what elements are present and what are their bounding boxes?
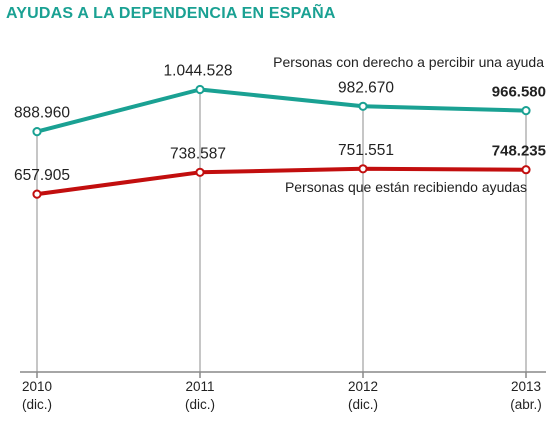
series-line-1 [35, 87, 528, 134]
series-label-2: Personas que están recibiendo ayudas [285, 179, 527, 195]
x-tick-sublabel: (dic.) [22, 397, 52, 412]
data-label: 1.044.528 [164, 63, 233, 80]
vertical-guides [36, 89, 527, 372]
x-tick-sublabel: (dic.) [348, 397, 378, 412]
data-label: 657.905 [14, 167, 70, 184]
data-point [195, 167, 205, 177]
chart-title: AYUDAS A LA DEPENDENCIA EN ESPAÑA [6, 5, 336, 22]
series-labels: Personas con derecho a percibir una ayud… [273, 54, 544, 195]
x-tick-sublabel: (dic.) [185, 397, 215, 412]
data-point [32, 127, 42, 137]
data-label: 966.580 [492, 84, 546, 101]
data-point [358, 164, 368, 174]
x-tick-sublabel: (abr.) [510, 397, 542, 412]
data-label: 982.670 [338, 79, 394, 96]
data-label: 738.587 [170, 145, 226, 162]
data-label: 748.235 [492, 143, 546, 160]
series-label-1: Personas con derecho a percibir una ayud… [273, 54, 544, 70]
data-point [195, 84, 205, 95]
x-tick-label: 2012 [348, 379, 378, 394]
data-point [521, 106, 531, 116]
data-label: 751.551 [338, 142, 394, 159]
x-tick-label: 2011 [185, 379, 214, 394]
x-axis-ticks: 2010 (dic.) 2011 (dic.) 2012 (dic.) 2013 (abr.) [22, 372, 542, 412]
series-line-2 [35, 166, 528, 197]
data-point [521, 165, 531, 175]
data-point [32, 189, 42, 199]
data-point [358, 101, 368, 111]
series-lines [32, 84, 531, 199]
x-tick-label: 2010 [22, 379, 52, 394]
x-tick-label: 2013 [511, 379, 541, 394]
value-labels: 888.960 1.044.528 982.670 966.580 657.905 738… [14, 63, 546, 185]
data-label: 888.960 [14, 105, 70, 122]
